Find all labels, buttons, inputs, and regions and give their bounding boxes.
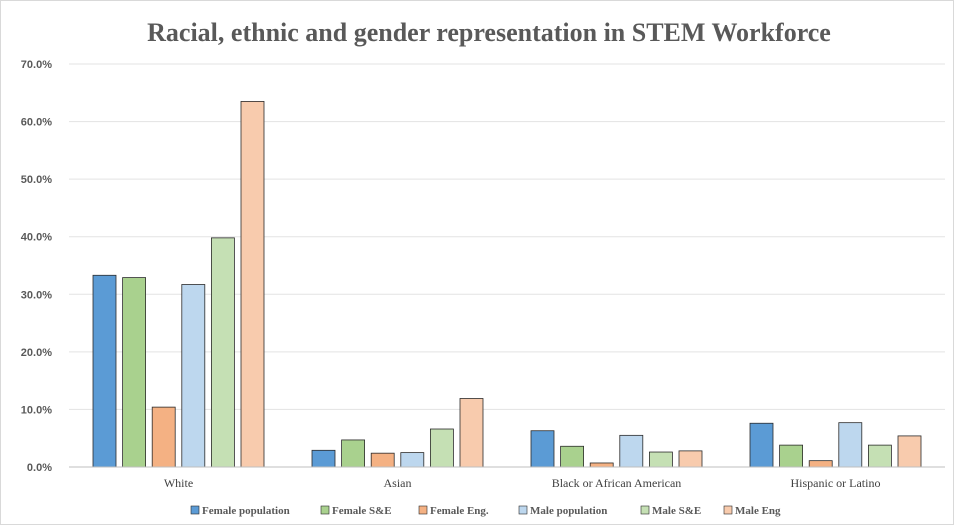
bar (530, 430, 555, 468)
bar (240, 101, 265, 468)
bar (897, 435, 922, 468)
chart-title: Racial, ethnic and gender representation… (147, 18, 831, 47)
y-tick-label: 30.0% (21, 289, 52, 301)
bar (619, 434, 644, 468)
bar (429, 428, 454, 468)
bar (868, 444, 892, 468)
legend-swatch (518, 505, 528, 515)
y-tick-label: 0.0% (27, 462, 52, 474)
bar (779, 444, 803, 468)
bar (311, 449, 336, 468)
y-axis-ticks: 0.0% 10.0% 20.0% 30.0% 40.0% 50.0% 60.0% 70.0% (21, 59, 52, 474)
x-category-label: Asian (384, 476, 412, 490)
legend-label: Female population (202, 505, 290, 517)
bar (400, 452, 425, 468)
x-category-label: Black or African American (552, 476, 682, 490)
legend-swatch (320, 505, 330, 515)
bar (370, 452, 395, 468)
x-axis-categories: White Asian Black or African American Hispa… (164, 476, 881, 490)
bar (589, 462, 614, 468)
x-category-label: White (164, 476, 193, 490)
y-tick-label: 20.0% (21, 347, 52, 359)
legend-label: Female S&E (332, 505, 392, 517)
legend-swatch (418, 505, 428, 515)
legend-label: Male Eng (735, 505, 781, 517)
legend-label: Female Eng. (430, 505, 489, 517)
bar (341, 439, 366, 468)
bar (151, 406, 176, 468)
bar (560, 445, 584, 468)
bar (92, 274, 117, 468)
legend-swatch (190, 505, 200, 515)
bar (459, 398, 484, 468)
bars (92, 101, 922, 468)
y-tick-label: 50.0% (21, 174, 52, 186)
bar (210, 237, 235, 468)
bar (838, 422, 863, 468)
legend-label: Male population (530, 505, 607, 517)
bar (749, 422, 774, 468)
bar (181, 284, 206, 468)
legend: Female population Female S&E Female Eng. Ma… (190, 505, 781, 517)
bar (808, 460, 833, 468)
legend-swatch (723, 505, 733, 515)
y-tick-label: 60.0% (21, 117, 52, 129)
bar (678, 450, 703, 468)
y-tick-label: 70.0% (21, 59, 52, 71)
y-tick-label: 10.0% (21, 404, 52, 416)
x-category-label: Hispanic or Latino (791, 476, 881, 490)
y-tick-label: 40.0% (21, 232, 52, 244)
legend-swatch (640, 505, 650, 515)
bar (649, 451, 673, 468)
legend-label: Male S&E (652, 505, 701, 517)
bar (122, 277, 146, 468)
